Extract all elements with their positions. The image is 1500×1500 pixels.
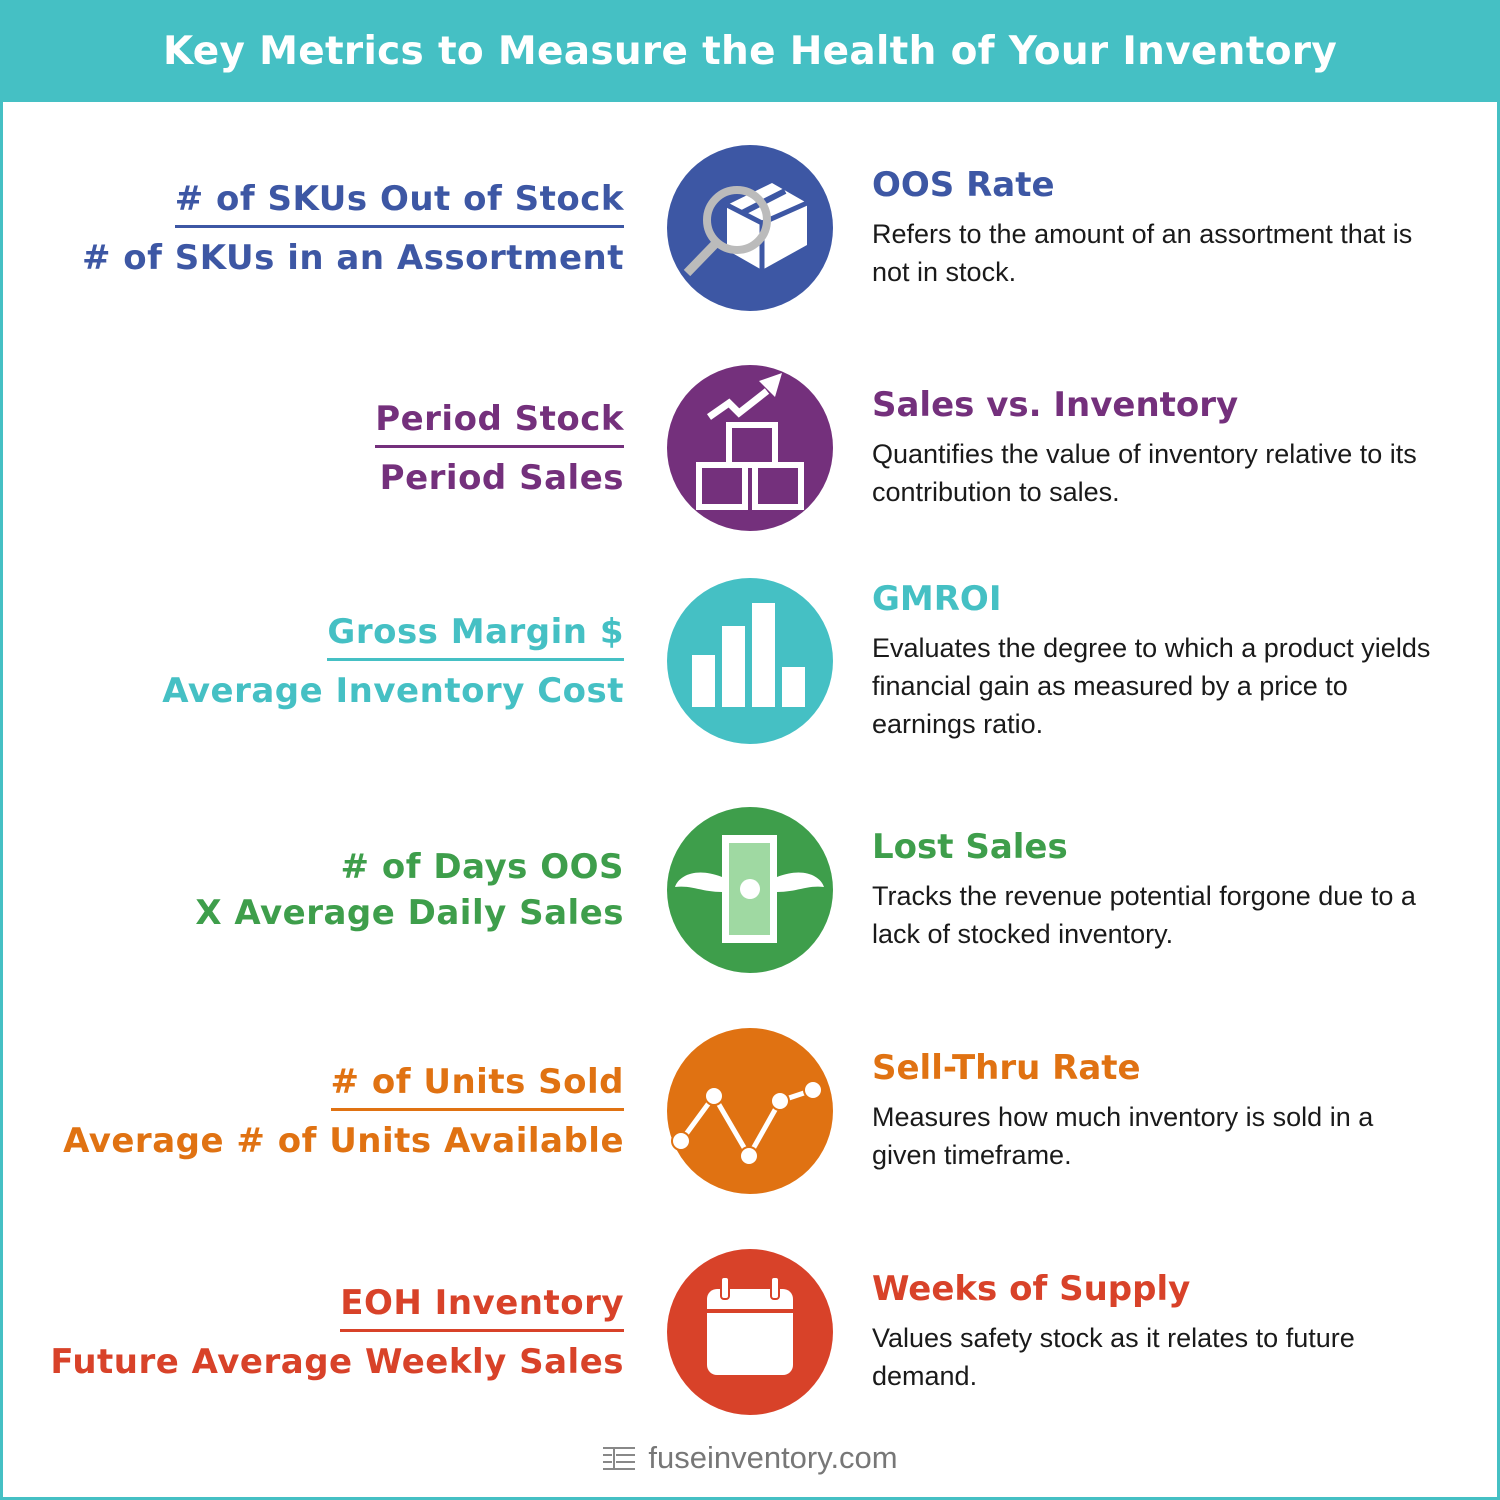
metric-icon-circle [667, 807, 833, 973]
formula-denominator: Future Average Weekly Sales [50, 1341, 624, 1382]
metric-icon-circle [667, 578, 833, 744]
fraction-line [340, 1328, 624, 1332]
metric-description-text: Evaluates the degree to which a product … [872, 633, 1431, 739]
fuse-logo-icon [603, 1447, 636, 1470]
metric-icon-circle [667, 365, 833, 531]
line-chart-icon [667, 1028, 833, 1194]
footer-site: fuseinventory.com [648, 1440, 898, 1475]
metric-name: Weeks of Supply [872, 1269, 1191, 1309]
metric-formula: # of SKUs Out of Stock # of SKUs in an A… [82, 128, 624, 328]
fraction-line [330, 1107, 624, 1111]
formula-numerator: Gross Margin $ [327, 611, 624, 652]
metric-formula: # of Days OOS X Average Daily Sales [195, 790, 624, 990]
metric-name: Sell-Thru Rate [872, 1048, 1141, 1088]
footer: fuseinventory.com [0, 1440, 1500, 1476]
formula-numerator: # of Days OOS [340, 847, 624, 887]
metric-description-text: Values safety stock as it relates to fut… [872, 1323, 1355, 1391]
boxes-trend-icon [667, 365, 833, 531]
metric-row: EOH Inventory Future Average Weekly Sale… [0, 1232, 1500, 1432]
formula-numerator: # of SKUs Out of Stock [174, 178, 624, 219]
metric-formula: EOH Inventory Future Average Weekly Sale… [50, 1232, 624, 1432]
metric-icon-circle [667, 1249, 833, 1415]
metric-description: Sales vs. Inventory Quantifies the value… [872, 348, 1432, 548]
metric-description-text: Refers to the amount of an assortment th… [872, 219, 1413, 287]
fraction-line [174, 224, 624, 228]
page-title: Key Metrics to Measure the Health of You… [162, 28, 1338, 74]
metric-name: OOS Rate [872, 165, 1055, 205]
metric-icon-circle [667, 145, 833, 311]
metric-name: GMROI [872, 579, 1002, 619]
header-banner: Key Metrics to Measure the Health of You… [0, 0, 1500, 102]
formula-denominator: X Average Daily Sales [195, 893, 624, 933]
metric-description: GMROI Evaluates the degree to which a pr… [872, 561, 1432, 761]
metric-description: OOS Rate Refers to the amount of an asso… [872, 128, 1432, 328]
metric-description: Sell-Thru Rate Measures how much invento… [872, 1011, 1432, 1211]
formula-numerator: # of Units Sold [330, 1061, 624, 1102]
metric-row: Gross Margin $ Average Inventory Cost GM… [0, 561, 1500, 761]
metric-formula: Gross Margin $ Average Inventory Cost [162, 561, 624, 761]
metric-icon-circle [667, 1028, 833, 1194]
formula-numerator: EOH Inventory [340, 1282, 624, 1323]
metric-description: Weeks of Supply Values safety stock as i… [872, 1232, 1432, 1432]
fraction-line [375, 444, 624, 448]
bar-chart-icon [667, 578, 833, 744]
metric-description: Lost Sales Tracks the revenue potential … [872, 790, 1432, 990]
calendar-icon [667, 1249, 833, 1415]
metric-row: # of SKUs Out of Stock # of SKUs in an A… [0, 128, 1500, 328]
metric-row: # of Days OOS X Average Daily Sales Lost… [0, 790, 1500, 990]
box-magnifier-icon [667, 145, 833, 311]
formula-denominator: Period Sales [379, 457, 624, 498]
metric-name: Lost Sales [872, 827, 1068, 867]
flying-money-icon [667, 807, 833, 973]
metric-formula: # of Units Sold Average # of Units Avail… [63, 1011, 624, 1211]
metric-description-text: Tracks the revenue potential forgone due… [872, 881, 1416, 949]
formula-denominator: # of SKUs in an Assortment [81, 237, 624, 278]
metric-row: Period Stock Period Sales Sales vs. Inve… [0, 348, 1500, 548]
metric-description-text: Quantifies the value of inventory relati… [872, 439, 1417, 507]
formula-denominator: Average Inventory Cost [162, 670, 624, 711]
metric-row: # of Units Sold Average # of Units Avail… [0, 1011, 1500, 1211]
metric-formula: Period Stock Period Sales [375, 348, 624, 548]
fraction-line [327, 657, 624, 661]
formula-numerator: Period Stock [375, 398, 624, 439]
formula-denominator: Average # of Units Available [63, 1120, 624, 1161]
metric-name: Sales vs. Inventory [872, 385, 1239, 425]
metric-description-text: Measures how much inventory is sold in a… [872, 1102, 1374, 1170]
